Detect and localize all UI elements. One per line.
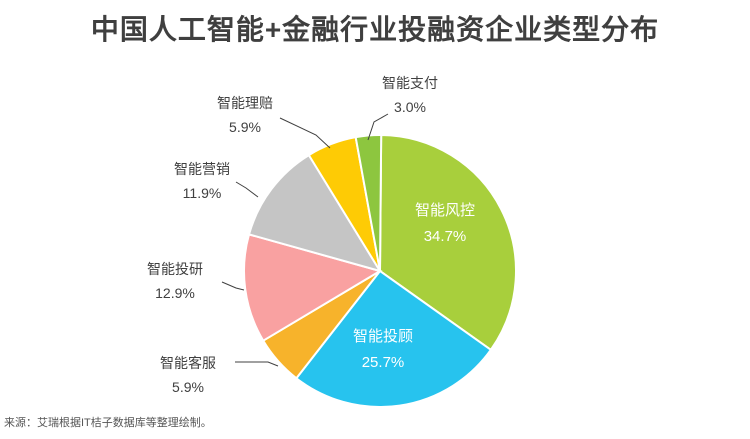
leader-line xyxy=(367,113,389,141)
chart-title: 中国人工智能+金融行业投融资企业类型分布 xyxy=(90,14,660,45)
slice-value-label: 5.9% xyxy=(229,119,261,135)
slice-category-label: 智能投研 xyxy=(147,261,203,277)
slice-category-label: 智能客服 xyxy=(160,355,216,371)
slice-category-label: 智能营销 xyxy=(174,161,230,177)
slice-category-label: 智能支付 xyxy=(382,75,438,91)
slice-value-label: 34.7% xyxy=(424,228,467,245)
pie-slice xyxy=(378,134,517,352)
leader-line xyxy=(235,361,279,367)
leader-line xyxy=(221,281,245,291)
leader-line xyxy=(279,117,331,149)
pie-slice xyxy=(247,153,383,273)
pie-slice xyxy=(242,233,383,343)
slice-value-label: 12.9% xyxy=(155,285,195,301)
slice-category-label: 智能风控 xyxy=(415,201,475,219)
slice-value-label: 5.9% xyxy=(172,379,204,395)
slice-category-label: 智能理赔 xyxy=(217,95,273,111)
slice-value-label: 25.7% xyxy=(362,354,405,371)
slice-value-label: 3.0% xyxy=(394,99,426,115)
slice-category-label: 智能投顾 xyxy=(353,327,413,345)
slice-value-label: 11.9% xyxy=(183,185,222,201)
pie-slice xyxy=(354,134,383,272)
slice-labels: 智能风控 34.7% 智能投顾 25.7% 智能客服 5.9% 智能投研 12.9% 智能营销 1… xyxy=(147,75,475,395)
pie-slice xyxy=(294,269,493,408)
pie-slices xyxy=(242,134,517,408)
leader-line xyxy=(235,181,259,198)
leader-lines xyxy=(221,113,389,367)
source-note: 来源：艾瑞根据IT桔子数据库等整理绘制。 xyxy=(4,417,212,429)
